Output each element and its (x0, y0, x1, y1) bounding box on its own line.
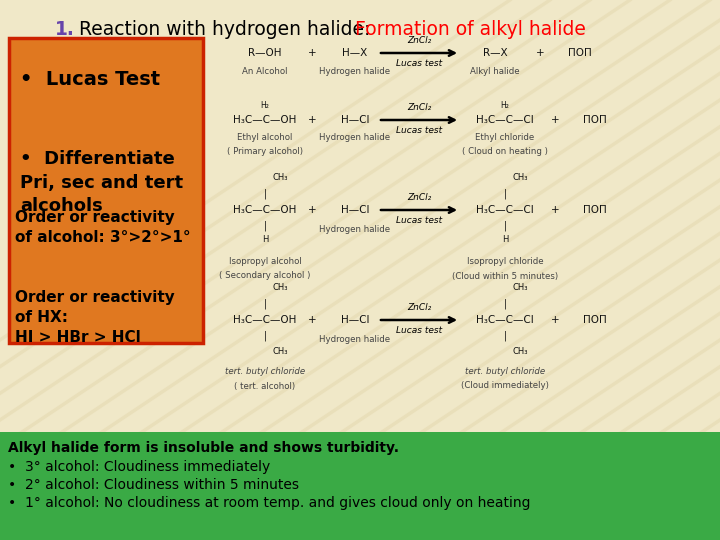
Text: H₃C—C—OH: H₃C—C—OH (233, 205, 297, 215)
Text: +: + (307, 115, 316, 125)
Text: +: + (551, 315, 559, 325)
Text: ПОП: ПОП (568, 48, 592, 58)
Text: Isopropyl chloride: Isopropyl chloride (467, 258, 544, 267)
Text: |: | (264, 330, 266, 341)
Text: H₃C—C—Cl: H₃C—C—Cl (476, 205, 534, 215)
Text: Hydrogen halide: Hydrogen halide (320, 133, 390, 143)
Text: +: + (307, 205, 316, 215)
Text: H₃C—C—Cl: H₃C—C—Cl (476, 115, 534, 125)
Text: ПОП: ПОП (583, 115, 607, 125)
Text: ( Primary alcohol): ( Primary alcohol) (227, 147, 303, 157)
Text: ZnCl₂: ZnCl₂ (407, 193, 431, 202)
Text: Ethyl chloride: Ethyl chloride (475, 133, 535, 143)
Text: CH₃: CH₃ (272, 173, 288, 183)
Text: Order or reactivity
of HX:
HI > HBr > HCl: Order or reactivity of HX: HI > HBr > HC… (15, 290, 175, 345)
Text: H₃C—C—Cl: H₃C—C—Cl (476, 315, 534, 325)
Text: Lucas test: Lucas test (396, 126, 442, 135)
Text: Isopropyl alcohol: Isopropyl alcohol (229, 258, 302, 267)
Text: H₂: H₂ (500, 102, 510, 111)
Text: H: H (502, 235, 508, 245)
Text: Reaction with hydrogen halide:: Reaction with hydrogen halide: (73, 20, 377, 39)
FancyBboxPatch shape (0, 432, 720, 540)
Text: Lucas test: Lucas test (396, 216, 442, 225)
Text: Hydrogen halide: Hydrogen halide (320, 66, 390, 76)
Text: |: | (503, 330, 507, 341)
Text: H₃C—C—OH: H₃C—C—OH (233, 115, 297, 125)
Text: •  1° alcohol: No cloudiness at room temp. and gives cloud only on heating: • 1° alcohol: No cloudiness at room temp… (8, 496, 531, 510)
Text: ( Cloud on heating ): ( Cloud on heating ) (462, 147, 548, 157)
Text: (Cloud immediately): (Cloud immediately) (461, 381, 549, 390)
Text: ПОП: ПОП (583, 205, 607, 215)
Text: •  Differentiate
Pri, sec and tert
alcohols: • Differentiate Pri, sec and tert alcoho… (20, 150, 183, 215)
Text: Order or reactivity
of alcohol: 3°>2°>1°: Order or reactivity of alcohol: 3°>2°>1° (15, 210, 191, 245)
Text: +: + (551, 115, 559, 125)
Text: +: + (551, 205, 559, 215)
Text: Ethyl alcohol: Ethyl alcohol (238, 133, 293, 143)
Text: tert. butyl chloride: tert. butyl chloride (465, 368, 545, 376)
Text: R—OH: R—OH (248, 48, 282, 58)
Text: An Alcohol: An Alcohol (242, 66, 288, 76)
Text: ( tert. alcohol): ( tert. alcohol) (235, 381, 296, 390)
Text: CH₃: CH₃ (272, 284, 288, 293)
Text: CH₃: CH₃ (512, 284, 528, 293)
Text: Hydrogen halide: Hydrogen halide (320, 335, 390, 345)
Text: H—Cl: H—Cl (341, 115, 369, 125)
Text: |: | (264, 221, 266, 231)
Text: ZnCl₂: ZnCl₂ (407, 36, 431, 45)
Text: H: H (262, 235, 268, 245)
Text: H₃C—C—OH: H₃C—C—OH (233, 315, 297, 325)
Text: +: + (536, 48, 544, 58)
Text: |: | (503, 299, 507, 309)
Text: Hydrogen halide: Hydrogen halide (320, 226, 390, 234)
Text: H₂: H₂ (261, 102, 269, 111)
Text: H—Cl: H—Cl (341, 205, 369, 215)
Text: (Cloud within 5 minutes): (Cloud within 5 minutes) (452, 272, 558, 280)
Text: |: | (264, 299, 266, 309)
Text: |: | (503, 221, 507, 231)
FancyBboxPatch shape (9, 38, 203, 343)
Text: +: + (307, 48, 316, 58)
Text: Formation of alkyl halide: Formation of alkyl halide (355, 20, 586, 39)
Text: ( Secondary alcohol ): ( Secondary alcohol ) (220, 272, 311, 280)
Text: |: | (264, 189, 266, 199)
Text: 1.: 1. (55, 20, 75, 39)
Text: H—Cl: H—Cl (341, 315, 369, 325)
Text: Lucas test: Lucas test (396, 59, 442, 68)
Text: Alkyl halide: Alkyl halide (470, 66, 520, 76)
Text: ZnCl₂: ZnCl₂ (407, 103, 431, 112)
Text: CH₃: CH₃ (272, 348, 288, 356)
Text: ZnCl₂: ZnCl₂ (407, 303, 431, 312)
Text: •  Lucas Test: • Lucas Test (20, 70, 160, 89)
Text: •  3° alcohol: Cloudiness immediately: • 3° alcohol: Cloudiness immediately (8, 460, 270, 474)
Text: H—X: H—X (343, 48, 368, 58)
Text: |: | (503, 189, 507, 199)
Text: Lucas test: Lucas test (396, 326, 442, 335)
Text: R—X: R—X (482, 48, 508, 58)
Text: Alkyl halide form is insoluble and shows turbidity.: Alkyl halide form is insoluble and shows… (8, 441, 399, 455)
Text: tert. butyl chloride: tert. butyl chloride (225, 368, 305, 376)
Text: +: + (307, 315, 316, 325)
Text: CH₃: CH₃ (512, 173, 528, 183)
Text: CH₃: CH₃ (512, 348, 528, 356)
Text: ПОП: ПОП (583, 315, 607, 325)
Text: •  2° alcohol: Cloudiness within 5 minutes: • 2° alcohol: Cloudiness within 5 minute… (8, 478, 299, 492)
